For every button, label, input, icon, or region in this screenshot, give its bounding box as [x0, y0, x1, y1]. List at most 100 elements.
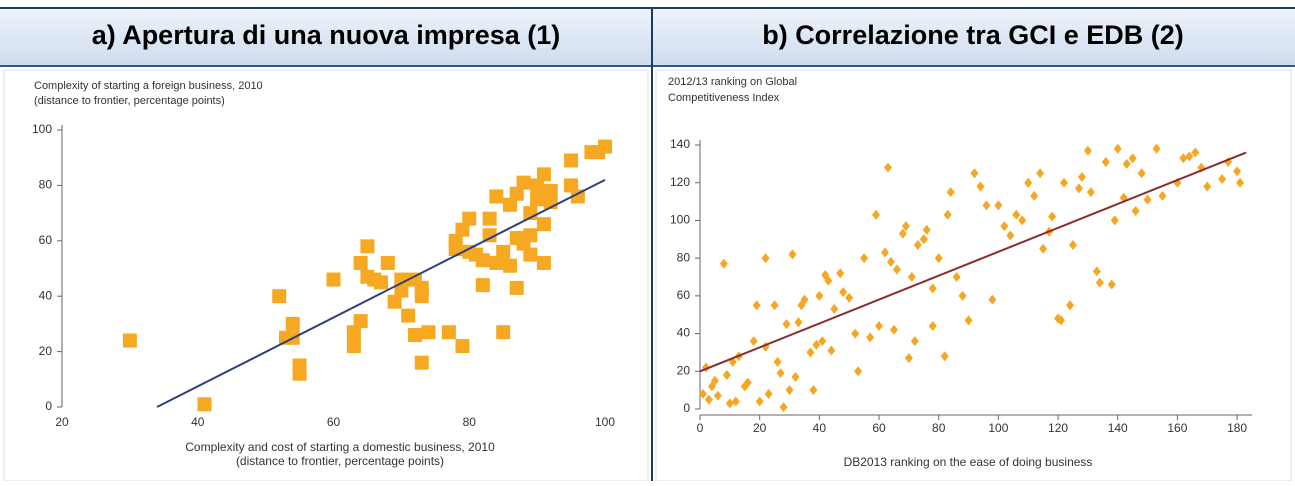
point [1030, 190, 1039, 201]
point [1137, 168, 1146, 179]
point [875, 321, 884, 332]
y-axis-title: Competitiveness Index [668, 92, 780, 104]
point [836, 268, 845, 279]
point [889, 324, 898, 335]
point [934, 253, 943, 264]
point [791, 371, 800, 382]
point [731, 396, 740, 407]
point [462, 244, 477, 259]
x-tick-label: 20 [753, 421, 767, 435]
point [749, 336, 758, 347]
point [523, 228, 538, 243]
point [414, 280, 429, 295]
point [860, 253, 869, 264]
point [776, 368, 785, 379]
point [509, 231, 524, 246]
point [1092, 266, 1101, 277]
point [713, 390, 722, 401]
x-axis-title: Complexity and cost of starting a domest… [185, 440, 495, 454]
y-tick-label: 60 [677, 288, 691, 302]
point [462, 211, 477, 226]
point [904, 353, 913, 364]
point [1048, 211, 1057, 222]
point [845, 292, 854, 303]
panel-b [655, 69, 1292, 482]
point [455, 222, 470, 237]
point [475, 253, 490, 268]
point [360, 239, 375, 254]
point [489, 189, 504, 204]
chart-title: b) Correlazione tra GCI e EDB (2) [762, 20, 1184, 50]
point [922, 224, 931, 235]
point [1018, 215, 1027, 226]
point [407, 327, 422, 342]
point [907, 272, 916, 282]
x-tick-label: 40 [813, 421, 827, 435]
point [866, 332, 875, 343]
point [794, 317, 803, 328]
y-axis-title: (distance to frontier, percentage points… [34, 95, 225, 107]
point [1179, 153, 1188, 164]
point [913, 239, 922, 250]
point [482, 228, 497, 243]
x-tick-label: 100 [988, 421, 1008, 435]
point [496, 244, 511, 259]
point [530, 178, 545, 193]
point [502, 197, 517, 212]
point [1131, 206, 1140, 216]
point [455, 339, 470, 354]
point [564, 153, 579, 168]
y-tick-label: 0 [45, 399, 52, 413]
point [761, 253, 770, 264]
point [719, 258, 728, 269]
point [197, 397, 212, 412]
point [1203, 181, 1212, 192]
point [401, 308, 416, 323]
point [928, 283, 937, 294]
point [1233, 166, 1242, 177]
point [482, 211, 497, 226]
point [1086, 187, 1095, 198]
point [854, 366, 863, 377]
point [812, 339, 821, 350]
point [1060, 177, 1069, 188]
point [919, 234, 928, 245]
point [704, 394, 713, 405]
point [928, 321, 937, 332]
x-tick-label: 120 [1048, 421, 1068, 435]
x-tick-label: 100 [595, 415, 615, 429]
point [346, 339, 361, 354]
point [394, 283, 409, 298]
point [122, 333, 137, 348]
point [839, 287, 848, 298]
point [788, 249, 797, 260]
header-band [0, 8, 1295, 66]
point [1083, 145, 1092, 156]
x-tick-label: 180 [1227, 421, 1247, 435]
point [1236, 177, 1245, 188]
point [1101, 156, 1110, 167]
point [806, 347, 815, 358]
point [827, 345, 836, 356]
point [570, 189, 585, 204]
point [698, 388, 707, 399]
point [1095, 277, 1104, 288]
point [824, 275, 833, 286]
point [1107, 279, 1116, 290]
point [886, 256, 895, 267]
point [536, 255, 551, 270]
point [1057, 315, 1066, 326]
point [773, 356, 782, 367]
point [523, 247, 538, 262]
point [414, 355, 429, 370]
point [898, 228, 907, 239]
point [952, 272, 961, 282]
point [516, 175, 531, 190]
point [946, 187, 955, 198]
point [785, 385, 794, 396]
y-tick-label: 40 [39, 288, 53, 302]
point [1074, 183, 1083, 194]
point [536, 167, 551, 182]
point [770, 300, 779, 311]
